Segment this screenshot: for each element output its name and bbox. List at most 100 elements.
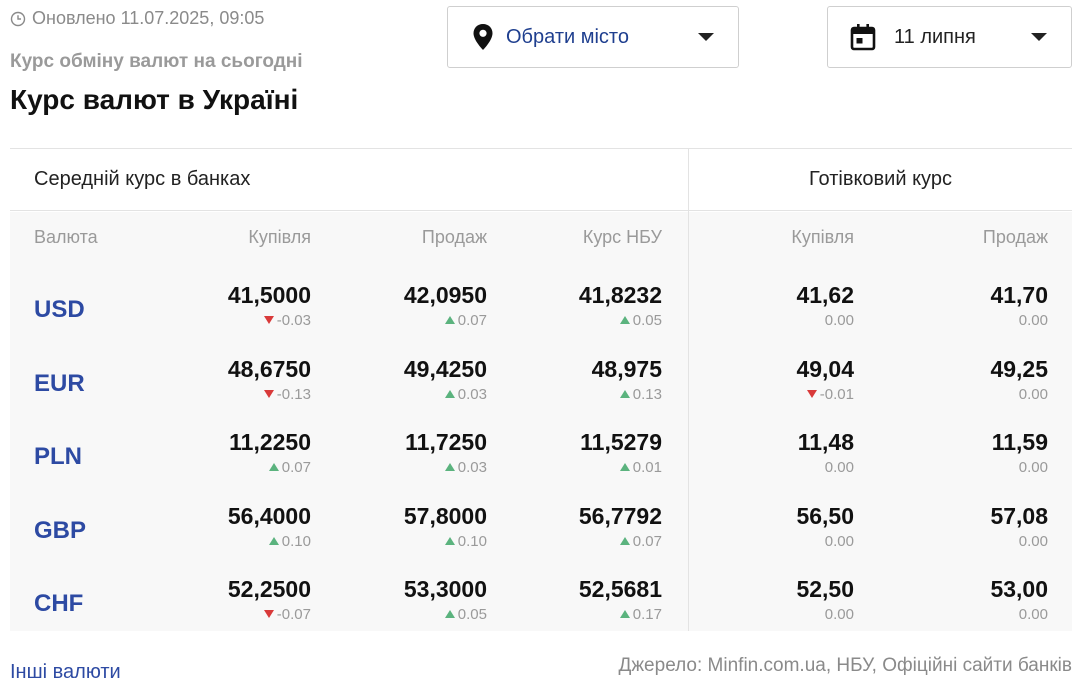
rate-value: 11,48 [797, 429, 854, 455]
rate-cell-bank-sell: 49,4250 0.03 [404, 356, 487, 403]
rate-change: 0.10 [404, 533, 487, 550]
rate-value: 52,2500 [227, 576, 311, 602]
rate-change-value: -0.01 [819, 385, 854, 403]
rate-change-value: -0.03 [276, 312, 311, 329]
rate-change-value: 0.07 [281, 459, 311, 476]
rate-change-value: 0.10 [281, 532, 311, 550]
caret-down-icon [1031, 33, 1047, 41]
other-currencies-link[interactable]: Інші валюти [10, 661, 121, 683]
triangle-down-icon [806, 389, 817, 398]
rate-change-value: 0.00 [824, 532, 854, 550]
rate-value: 48,975 [591, 355, 662, 382]
rate-change: 0.13 [592, 386, 662, 403]
rate-cell-bank-buy: 41,5000 -0.03 [228, 282, 311, 329]
rate-cell-nbu: 11,5279 0.01 [580, 429, 662, 476]
rate-change-value: 0.07 [632, 532, 662, 550]
rate-cell-cash-sell: 49,25 0.00 [990, 356, 1048, 403]
triangle-up-icon [444, 536, 455, 545]
triangle-up-icon [619, 463, 630, 471]
rate-value: 11,7250 [405, 429, 487, 455]
rate-change-value: 0.01 [632, 459, 662, 476]
rate-change-value: 0.03 [457, 385, 487, 403]
rate-cell-cash-buy: 52,50 0.00 [796, 576, 854, 623]
triangle-up-icon [444, 610, 455, 618]
rate-change-value: 0.00 [824, 606, 854, 623]
rate-change: -0.07 [228, 606, 311, 623]
rate-change: 0.00 [990, 606, 1048, 623]
rate-value: 56,50 [796, 502, 854, 529]
city-dropdown[interactable]: Обрати місто [447, 6, 739, 68]
rate-value: 11,2250 [229, 429, 311, 455]
rate-value: 53,3000 [403, 576, 487, 602]
rate-change-value: 0.00 [824, 459, 854, 476]
rate-cell-nbu: 48,975 0.13 [592, 356, 662, 403]
rate-cell-bank-buy: 11,2250 0.07 [229, 429, 311, 476]
rate-change-value: 0.07 [457, 312, 487, 329]
map-pin-icon [470, 22, 496, 52]
rate-change-value: -0.13 [276, 385, 311, 403]
rate-value: 41,70 [990, 282, 1048, 308]
currency-code-link[interactable]: CHF [34, 590, 84, 617]
group-header-bank-average: Середній курс в банках [10, 149, 688, 211]
rate-change-value: 0.00 [1018, 606, 1048, 623]
page-title: Курс валют в Україні [10, 84, 299, 115]
currency-code-link[interactable]: GBP [34, 516, 87, 544]
rate-cell-bank-sell: 11,7250 0.03 [405, 429, 487, 476]
rate-cell-bank-sell: 53,3000 0.05 [404, 576, 487, 623]
group-header-cash: Готівковий курс [688, 149, 1072, 211]
rate-cell-cash-buy: 49,04 -0.01 [796, 356, 854, 403]
rate-change: 0.00 [796, 312, 854, 329]
rate-cell-bank-buy: 52,2500 -0.07 [228, 576, 311, 623]
currency-code-link[interactable]: USD [34, 296, 85, 323]
triangle-up-icon [444, 389, 455, 398]
triangle-up-icon [619, 610, 630, 618]
rate-change-value: 0.00 [1018, 532, 1048, 550]
table-row: PLN 11,2250 0.07 11,7250 0.03 11,5279 0.01 11,4… [10, 423, 1072, 496]
rate-change-value: 0.00 [1018, 312, 1048, 329]
table-row: GBP 56,4000 0.10 57,8000 0.10 56,7792 0.07 56,5… [10, 497, 1072, 570]
rate-cell-cash-buy: 11,48 0.00 [798, 429, 854, 476]
currency-code-link[interactable]: EUR [34, 369, 85, 397]
rate-value: 49,4250 [403, 355, 487, 382]
table-row: CHF 52,2500 -0.07 53,3000 0.05 52,5681 0.17 52,… [10, 570, 1072, 643]
rate-change-value: 0.17 [632, 606, 662, 623]
rate-change-value: 0.05 [632, 312, 662, 329]
column-header-nbu: Курс НБУ [582, 227, 662, 247]
rate-cell-cash-sell: 11,59 0.00 [992, 429, 1048, 476]
updated-text: Оновлено 11.07.2025, 09:05 [32, 8, 265, 28]
rate-value: 41,62 [796, 282, 854, 308]
rate-change: 0.17 [579, 606, 662, 623]
page-subtitle: Курс обміну валют на сьогодні [10, 51, 303, 72]
rate-change: 0.00 [990, 386, 1048, 403]
rate-value: 11,59 [991, 429, 1048, 455]
rate-change: 0.03 [405, 459, 487, 476]
currency-code-link[interactable]: PLN [34, 443, 82, 470]
triangle-down-icon [263, 389, 274, 398]
rate-value: 41,5000 [227, 282, 311, 308]
rate-cell-bank-buy: 56,4000 0.10 [228, 503, 311, 550]
rate-change-value: 0.03 [457, 459, 487, 476]
clock-icon [10, 11, 26, 27]
rate-change: 0.07 [404, 312, 487, 329]
rate-value: 49,25 [990, 355, 1048, 382]
rate-change: -0.01 [796, 386, 854, 403]
rate-cell-cash-sell: 57,08 0.00 [990, 503, 1048, 550]
rate-value: 49,04 [796, 355, 854, 382]
triangle-down-icon [263, 610, 274, 618]
city-dropdown-label: Обрати місто [506, 25, 629, 48]
rate-cell-cash-buy: 41,62 0.00 [796, 282, 854, 329]
column-header-currency: Валюта [34, 227, 98, 247]
triangle-up-icon [619, 389, 630, 398]
caret-down-icon [698, 33, 714, 41]
date-dropdown-label: 11 липня [894, 25, 976, 48]
rate-cell-bank-sell: 42,0950 0.07 [404, 282, 487, 329]
rate-change-value: -0.07 [276, 606, 311, 623]
column-header-cash-sell: Продаж [982, 227, 1048, 247]
rate-value: 52,5681 [578, 576, 662, 602]
rate-change-value: 0.00 [1018, 385, 1048, 403]
triangle-up-icon [268, 536, 279, 545]
date-dropdown[interactable]: 11 липня [827, 6, 1072, 68]
rate-value: 53,00 [990, 576, 1048, 602]
rate-change: 0.01 [580, 459, 662, 476]
rate-change-value: 0.05 [457, 606, 487, 623]
